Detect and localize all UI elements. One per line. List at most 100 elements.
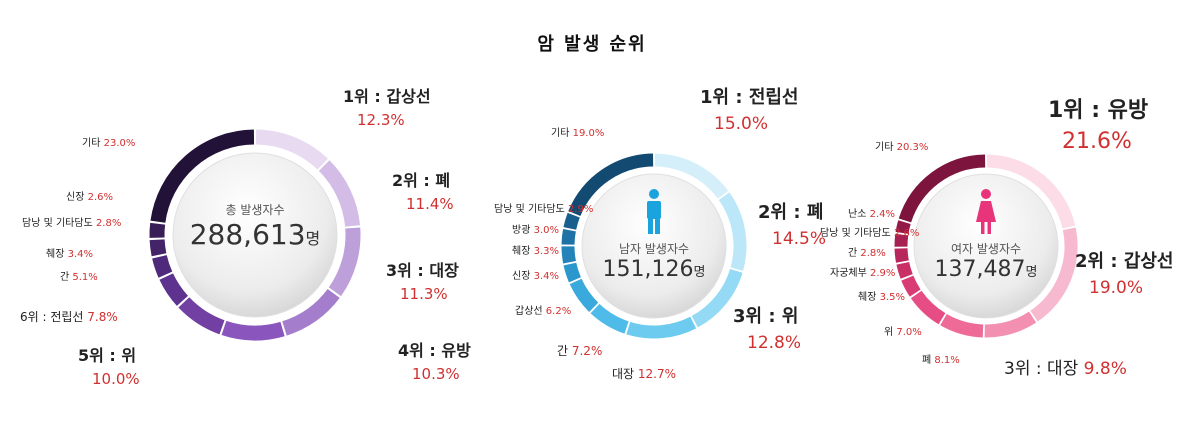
- slice-label-name: 3위 : 대장: [386, 261, 459, 280]
- slice-5: [590, 303, 629, 334]
- slice-label-11: 기타 20.3%: [875, 142, 928, 154]
- slice-label-4: 4위 : 유방 10.3%: [398, 341, 471, 384]
- slice-5: [910, 290, 946, 325]
- slice-label-percent: 7.2%: [568, 344, 603, 358]
- center-disc: [913, 173, 1059, 319]
- center-disc: [581, 173, 727, 319]
- slice-label-percent: 7.0%: [893, 327, 922, 338]
- slice-label-percent: 14.5%: [772, 228, 827, 249]
- slice-label-1: 1위 : 갑상선 12.3%: [343, 87, 431, 130]
- slice-label-7: 자궁체부 2.9%: [830, 268, 895, 280]
- slice-4: [626, 316, 697, 339]
- slice-label-name: 신장: [66, 192, 85, 203]
- slice-label-2: 2위 : 갑상선 19.0%: [1075, 251, 1174, 298]
- slice-7: [563, 262, 581, 283]
- center-value: 288,613명: [155, 218, 355, 251]
- slice-label-4: 폐 8.1%: [922, 355, 960, 367]
- slice-label-6: 6위 : 전립선 7.8%: [20, 310, 118, 325]
- slice-6: [178, 297, 225, 335]
- slice-label-2: 2위 : 폐 14.5%: [758, 202, 827, 249]
- slice-label-8: 간 2.8%: [848, 248, 886, 260]
- slice-label-name: 담낭 및 기타담도: [494, 204, 565, 215]
- page-title: 암 발생 순위: [537, 34, 647, 55]
- slice-label-name: 간: [60, 272, 70, 283]
- slice-label-percent: 2.9%: [866, 268, 896, 279]
- slice-label-percent: 6.2%: [542, 306, 572, 317]
- slice-label-name: 신장: [512, 271, 531, 282]
- slice-label-percent: 3.3%: [530, 246, 559, 257]
- slice-4: [282, 288, 340, 336]
- slice-label-name: 1위 : 갑상선: [343, 87, 431, 106]
- slice-label-percent: 3.4%: [64, 249, 93, 260]
- slice-label-percent: 5.1%: [69, 272, 98, 283]
- slice-8: [152, 254, 173, 278]
- slice-9: [561, 229, 576, 245]
- slice-label-percent: 11.4%: [406, 195, 454, 214]
- center-unit: 명: [305, 229, 321, 248]
- slice-label-7: 간 5.1%: [60, 272, 98, 284]
- slice-label-name: 2위 : 갑상선: [1075, 251, 1174, 272]
- slice-1: [654, 153, 729, 199]
- slice-label-percent: 2.8%: [857, 248, 886, 259]
- slice-label-percent: 15.0%: [714, 113, 769, 134]
- slice-label-3: 3위 : 대장 9.8%: [1004, 359, 1127, 380]
- center-disc: [172, 152, 338, 318]
- slice-label-9: 방광 3.0%: [512, 225, 559, 237]
- center-number: 151,126: [602, 257, 694, 282]
- slice-label-name: 자궁체부: [830, 268, 867, 279]
- slice-1: [986, 154, 1076, 229]
- slice-2: [318, 160, 361, 227]
- center-label: 총 발생자수: [225, 203, 285, 217]
- slice-label-percent: 2.8%: [92, 218, 122, 229]
- slice-label-7: 신장 3.4%: [512, 271, 559, 283]
- center-text: 남자 발생자수 151,126명: [554, 240, 754, 282]
- slice-label-3: 3위 : 위 12.8%: [733, 306, 802, 353]
- slice-7: [896, 261, 913, 279]
- slice-label-name: 기타: [875, 142, 894, 153]
- slice-label-percent: 12.8%: [747, 332, 802, 353]
- slice-9: [149, 239, 167, 257]
- slice-label-percent: 2.4%: [866, 209, 895, 220]
- slice-label-8: 췌장 3.3%: [512, 246, 559, 258]
- slice-label-name: 대장: [612, 367, 635, 381]
- slice-4: [940, 313, 984, 338]
- slice-2: [718, 192, 747, 271]
- slice-label-percent: 19.0%: [1089, 277, 1144, 298]
- slice-label-1: 1위 : 유방 21.6%: [1048, 98, 1148, 155]
- slice-label-percent: 7.8%: [83, 310, 118, 324]
- slice-label-percent: 12.3%: [357, 111, 405, 130]
- slice-8: [561, 246, 576, 264]
- slice-label-name: 방광: [512, 225, 531, 236]
- slice-8: [894, 248, 909, 263]
- slice-label-percent: 23.0%: [100, 138, 136, 149]
- slice-label-name: 2위 : 폐: [758, 202, 824, 223]
- female-icon: [976, 189, 996, 234]
- slice-label-percent: 2.9%: [564, 204, 594, 215]
- slice-label-10: 신장 2.6%: [66, 192, 113, 204]
- slice-label-name: 담낭 및 기타담도: [820, 228, 891, 239]
- slice-label-3: 3위 : 대장 11.3%: [386, 261, 459, 304]
- slice-label-name: 4위 : 유방: [398, 341, 471, 360]
- slice-label-1: 1위 : 전립선 15.0%: [700, 87, 799, 134]
- slice-label-percent: 3.5%: [876, 292, 905, 303]
- slice-label-11: 기타 23.0%: [82, 138, 135, 150]
- slice-label-percent: 20.3%: [893, 142, 929, 153]
- slice-label-percent: 11.3%: [400, 285, 448, 304]
- center-number: 288,613: [189, 218, 306, 251]
- slice-label-percent: 2.6%: [84, 192, 113, 203]
- slice-label-name: 3위 : 위: [733, 306, 799, 327]
- slice-label-name: 2위 : 폐: [392, 171, 451, 190]
- slice-label-name: 췌장: [858, 292, 877, 303]
- slice-2: [1030, 227, 1078, 322]
- slice-label-name: 담낭 및 기타담도: [22, 218, 93, 229]
- slice-label-name: 갑상선: [515, 306, 543, 317]
- slice-label-name: 폐: [922, 355, 932, 366]
- slice-11: [898, 154, 986, 223]
- slice-3: [984, 311, 1037, 338]
- slice-label-percent: 21.6%: [1062, 129, 1132, 155]
- slice-label-8: 췌장 3.4%: [46, 249, 93, 261]
- slice-11: [150, 129, 255, 223]
